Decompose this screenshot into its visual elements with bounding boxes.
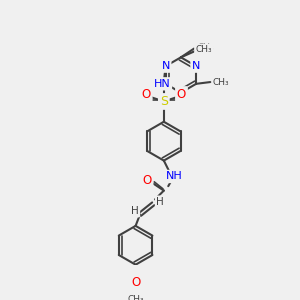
Text: N: N: [192, 61, 200, 71]
Text: O: O: [131, 276, 140, 289]
Text: S: S: [160, 95, 168, 108]
Text: H: H: [156, 197, 164, 207]
Text: H: H: [131, 206, 139, 216]
Text: CH₃: CH₃: [198, 43, 214, 52]
Text: N: N: [161, 61, 170, 71]
Text: NH: NH: [166, 172, 183, 182]
Text: HN: HN: [154, 79, 170, 89]
Text: CH₃: CH₃: [196, 45, 212, 54]
Text: CH₃: CH₃: [127, 296, 144, 300]
Text: CH₃: CH₃: [213, 78, 230, 87]
Text: O: O: [142, 88, 151, 101]
Text: O: O: [142, 174, 152, 188]
Text: O: O: [177, 88, 186, 101]
